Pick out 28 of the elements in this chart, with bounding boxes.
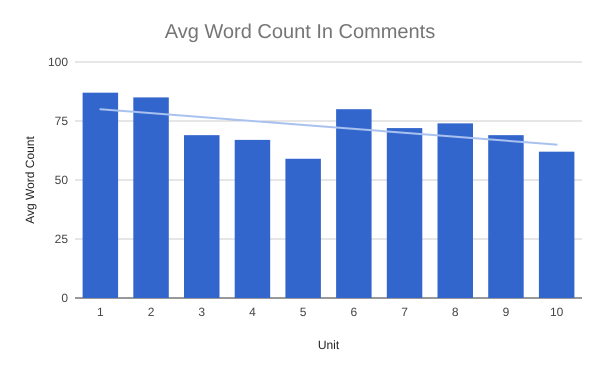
bar — [133, 97, 169, 298]
y-tick-label: 25 — [54, 232, 68, 246]
bar — [285, 158, 321, 298]
y-tick-label: 75 — [54, 114, 68, 128]
bar — [438, 123, 473, 298]
y-tick-label: 0 — [61, 291, 68, 306]
x-tick-label: 8 — [452, 305, 459, 319]
bar — [184, 135, 220, 298]
bar — [234, 140, 270, 298]
x-tick-label: 3 — [198, 305, 206, 319]
chart-title: Avg Word Count In Comments — [164, 21, 436, 43]
x-tick-label: 7 — [401, 305, 408, 319]
y-tick-label: 50 — [54, 173, 68, 188]
x-tick-label: 5 — [300, 305, 307, 319]
x-tick-label: 9 — [502, 305, 510, 319]
bar — [386, 128, 422, 298]
x-tick-label: 2 — [148, 305, 155, 319]
bar — [336, 109, 372, 298]
bar — [538, 152, 574, 298]
y-tick-label: 100 — [48, 55, 68, 70]
x-axis-title: Unit — [318, 338, 340, 352]
x-tick-label: 6 — [350, 305, 358, 319]
x-tick-label: 4 — [249, 305, 256, 319]
bar — [82, 92, 118, 298]
y-axis-title: Avg Word Count — [23, 136, 37, 224]
x-tick-label: 10 — [550, 305, 564, 319]
x-tick-label: 1 — [97, 305, 104, 319]
bar — [488, 135, 524, 298]
